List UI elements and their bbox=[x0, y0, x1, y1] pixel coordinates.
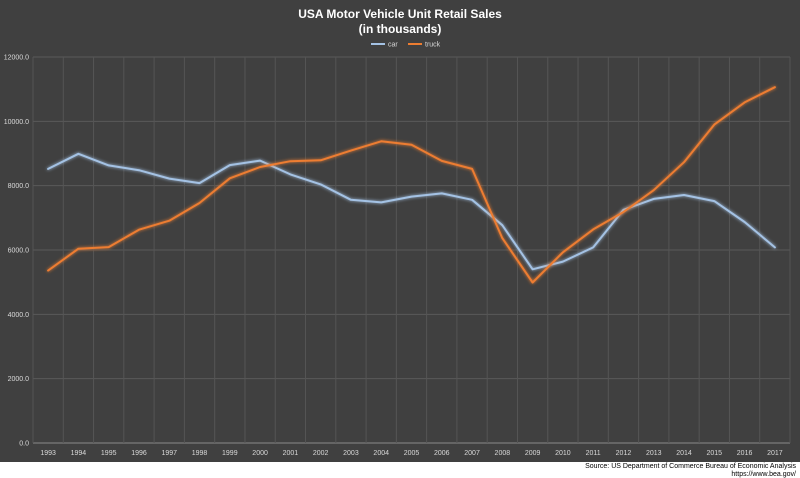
series-layer bbox=[47, 86, 776, 284]
x-tick-label: 2007 bbox=[464, 450, 480, 457]
x-tick-label: 2005 bbox=[404, 450, 420, 457]
y-tick-label: 0.0 bbox=[19, 441, 29, 448]
x-tick-label: 1994 bbox=[71, 450, 87, 457]
chart-subtitle: (in thousands) bbox=[359, 22, 442, 36]
x-tick-label: 1999 bbox=[222, 450, 238, 457]
x-tick-label: 2010 bbox=[555, 450, 571, 457]
x-tick-label: 2015 bbox=[707, 450, 723, 457]
gridlines bbox=[32, 56, 791, 444]
legend-label-truck: truck bbox=[425, 42, 441, 49]
x-tick-label: 2002 bbox=[313, 450, 329, 457]
x-tick-label: 2013 bbox=[646, 450, 662, 457]
x-tick-label: 1996 bbox=[131, 450, 147, 457]
x-axis: 1993 1994 1995 1996 1997 1998 1999 2000 2001 2002… bbox=[40, 450, 782, 457]
source-url: https://www.bea.gov/ bbox=[731, 471, 796, 478]
y-tick-label: 6000.0 bbox=[8, 248, 30, 255]
x-tick-label: 1993 bbox=[40, 450, 56, 457]
x-tick-label: 2017 bbox=[767, 450, 783, 457]
legend: car truck bbox=[371, 42, 441, 49]
series-line-car bbox=[47, 152, 776, 271]
x-tick-label: 2000 bbox=[252, 450, 268, 457]
x-tick-label: 2016 bbox=[737, 450, 753, 457]
y-axis: 0.0 2000.0 4000.0 6000.0 8000.0 10000.0 12000.… bbox=[4, 55, 29, 448]
chart-title: USA Motor Vehicle Unit Retail Sales bbox=[298, 7, 502, 21]
x-tick-label: 1998 bbox=[192, 450, 208, 457]
x-tick-label: 1997 bbox=[161, 450, 177, 457]
x-tick-label: 2006 bbox=[434, 450, 450, 457]
y-tick-label: 8000.0 bbox=[8, 183, 30, 190]
x-tick-label: 2008 bbox=[495, 450, 511, 457]
x-tick-label: 2014 bbox=[676, 450, 692, 457]
series-line-truck bbox=[47, 86, 776, 284]
legend-label-car: car bbox=[388, 42, 398, 49]
y-tick-label: 2000.0 bbox=[8, 376, 30, 383]
chart: USA Motor Vehicle Unit Retail Sales (in … bbox=[0, 0, 800, 462]
x-tick-label: 2011 bbox=[586, 450, 601, 457]
y-tick-label: 4000.0 bbox=[8, 312, 30, 319]
x-tick-label: 2004 bbox=[373, 450, 389, 457]
x-tick-label: 2009 bbox=[525, 450, 541, 457]
y-tick-label: 10000.0 bbox=[4, 119, 29, 126]
source-text: Source: US Department of Commerce Bureau… bbox=[585, 463, 796, 470]
x-tick-label: 2003 bbox=[343, 450, 359, 457]
chart-background bbox=[0, 0, 800, 462]
x-tick-label: 2012 bbox=[616, 450, 632, 457]
x-tick-label: 2001 bbox=[283, 450, 299, 457]
y-tick-label: 12000.0 bbox=[4, 55, 29, 62]
x-tick-label: 1995 bbox=[101, 450, 117, 457]
